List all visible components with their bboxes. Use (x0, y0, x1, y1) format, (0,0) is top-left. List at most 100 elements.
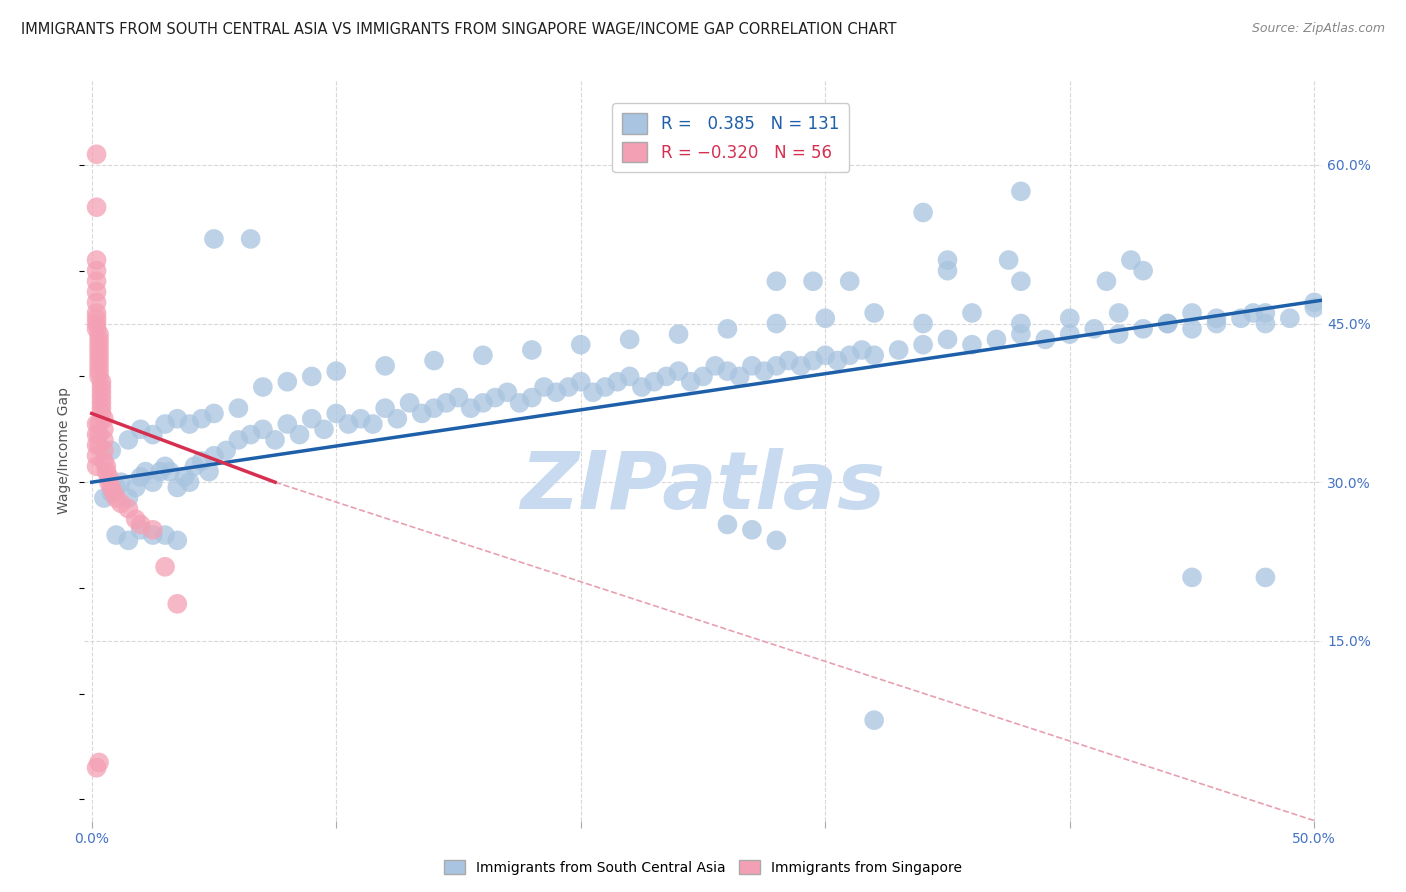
Point (166, 597, 188, 611)
Point (96, 465, 118, 479)
Point (239, 427, 262, 442)
Point (129, 517, 152, 532)
Point (86, 253, 108, 268)
Point (86, 285, 108, 299)
Point (814, 348, 837, 362)
Point (87, 353, 110, 368)
Point (129, 470, 152, 484)
Point (90, 391, 112, 405)
Point (827, 353, 849, 368)
Point (912, 337, 935, 351)
Legend: Immigrants from South Central Asia, Immigrants from Singapore: Immigrants from South Central Asia, Immi… (439, 855, 967, 880)
Point (520, 391, 543, 405)
Legend: R =   0.385   N = 131, R = −0.320   N = 56: R = 0.385 N = 131, R = −0.320 N = 56 (613, 103, 849, 172)
Point (90, 407, 112, 421)
Point (239, 232, 262, 246)
Point (90, 385, 112, 400)
Point (1303, 295, 1326, 310)
Point (87, 364, 110, 378)
Point (142, 475, 165, 490)
Point (166, 481, 188, 495)
Point (606, 375, 628, 389)
Point (1303, 301, 1326, 315)
Point (117, 501, 139, 516)
Point (228, 401, 250, 416)
Point (100, 485, 122, 500)
Point (87, 343, 110, 357)
Point (110, 496, 132, 510)
Point (801, 274, 824, 288)
Point (276, 375, 298, 389)
Point (1010, 327, 1032, 342)
Point (228, 433, 250, 447)
Point (387, 411, 409, 425)
Point (557, 380, 579, 394)
Point (97, 475, 120, 490)
Point (460, 401, 482, 416)
Point (87, 327, 110, 342)
Point (183, 459, 205, 474)
Point (936, 333, 959, 347)
Point (173, 470, 195, 484)
Y-axis label: Wage/Income Gap: Wage/Income Gap (58, 387, 72, 514)
Point (887, 343, 910, 357)
Point (546, 385, 568, 400)
Point (202, 407, 225, 421)
Point (838, 274, 860, 288)
Point (1108, 327, 1130, 342)
Point (159, 465, 181, 479)
Point (90, 375, 112, 389)
Point (276, 417, 298, 431)
Point (741, 359, 763, 373)
Point (679, 375, 702, 389)
Point (96, 459, 118, 474)
Point (179, 475, 201, 490)
Point (105, 491, 128, 505)
Point (936, 253, 959, 268)
Point (325, 364, 347, 378)
Point (93, 491, 115, 505)
Point (87, 427, 110, 442)
Point (838, 348, 860, 362)
Point (741, 523, 763, 537)
Point (790, 359, 813, 373)
Point (86, 317, 108, 331)
Point (93, 454, 115, 468)
Point (166, 411, 188, 425)
Point (936, 263, 959, 277)
Point (153, 559, 176, 574)
Point (1278, 311, 1301, 326)
Text: Source: ZipAtlas.com: Source: ZipAtlas.com (1251, 22, 1385, 36)
Point (471, 396, 494, 410)
Point (484, 391, 506, 405)
Point (337, 417, 360, 431)
Point (1010, 274, 1032, 288)
Point (619, 369, 641, 384)
Point (997, 253, 1019, 268)
Point (86, 306, 108, 320)
Point (142, 427, 165, 442)
Point (361, 417, 384, 431)
Point (1059, 311, 1081, 326)
Point (716, 517, 738, 532)
Point (105, 528, 128, 542)
Point (110, 475, 132, 490)
Point (153, 459, 176, 474)
Point (252, 380, 274, 394)
Point (93, 422, 115, 436)
Point (86, 438, 108, 452)
Point (215, 443, 238, 458)
Point (86, 449, 108, 463)
Point (728, 369, 751, 384)
Point (100, 443, 122, 458)
Point (1181, 570, 1204, 584)
Point (1254, 317, 1277, 331)
Point (752, 364, 775, 378)
Point (569, 337, 592, 351)
Point (105, 481, 128, 495)
Point (93, 411, 115, 425)
Point (90, 396, 112, 410)
Point (142, 528, 165, 542)
Point (198, 465, 221, 479)
Point (166, 533, 188, 548)
